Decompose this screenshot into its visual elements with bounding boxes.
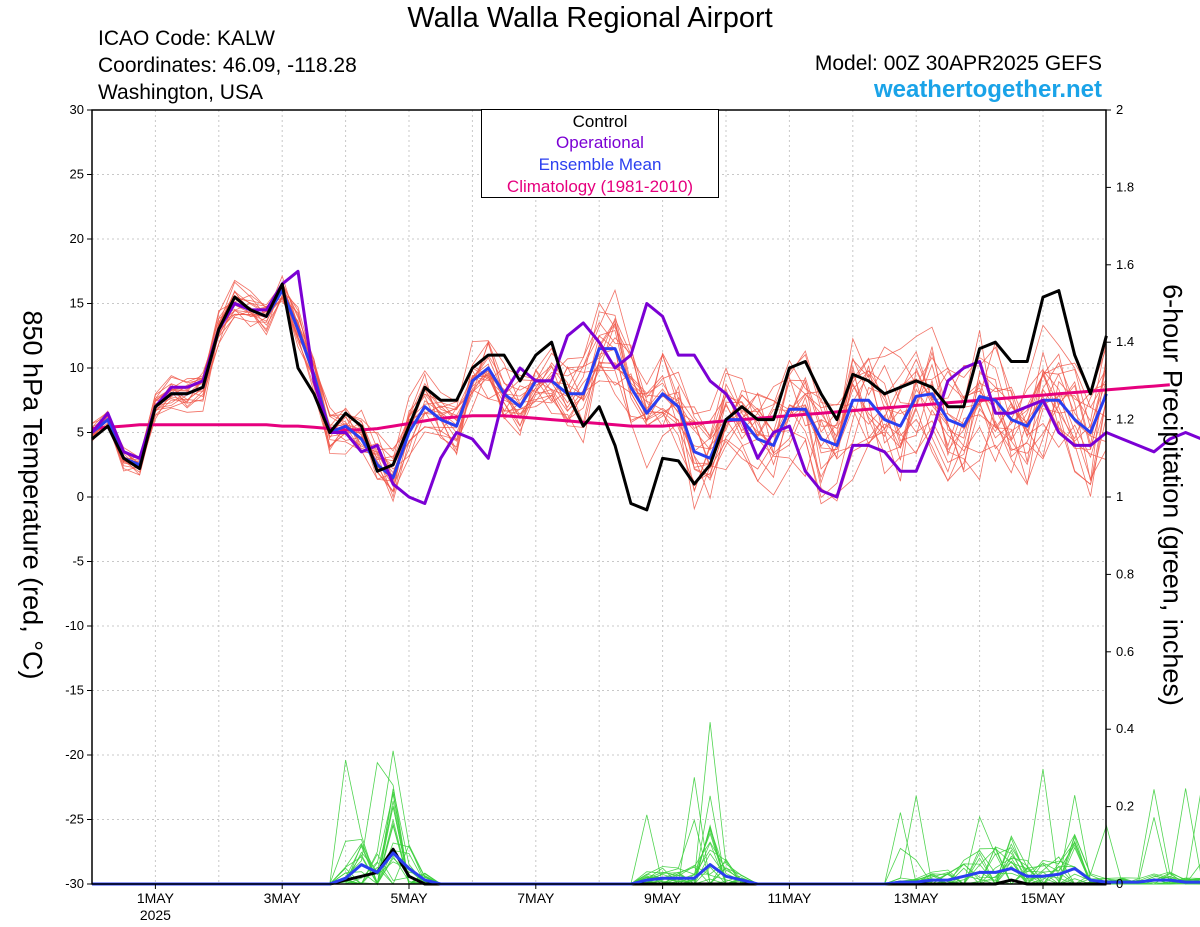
right-tick-label: 2 xyxy=(1116,102,1123,117)
precip-ensemble-members xyxy=(92,722,1200,886)
precip-member-line xyxy=(92,761,1200,885)
coordinates: Coordinates: 46.09, -118.28 xyxy=(98,54,357,77)
left-axis-title: 850 hPa Temperature (red, °C) xyxy=(17,310,48,680)
right-tick-label: 1.8 xyxy=(1116,179,1134,194)
temperature-member-line xyxy=(91,283,1107,486)
x-tick-label: 9MAY xyxy=(644,890,682,906)
legend-operational: Operational xyxy=(556,133,644,152)
right-tick-label: 1 xyxy=(1116,489,1123,504)
right-tick-label: 1.4 xyxy=(1116,334,1134,349)
x-tick-label: 13MAY xyxy=(894,890,940,906)
temperature-line-control xyxy=(91,282,1108,512)
x-tick-label: 3MAY xyxy=(264,890,302,906)
model-run: Model: 00Z 30APR2025 GEFS xyxy=(814,52,1102,75)
right-tick-label: 0.6 xyxy=(1116,644,1134,659)
location: Washington, USA xyxy=(98,81,263,104)
left-tick-label: 30 xyxy=(70,102,84,117)
x-tick-label: 15MAY xyxy=(1021,890,1067,906)
temperature-member-line xyxy=(91,297,1107,493)
left-tick-label: 25 xyxy=(70,167,84,182)
temperature-member-line xyxy=(91,294,1107,497)
precip-member-line xyxy=(92,759,1200,886)
precip-member-line xyxy=(92,768,1200,885)
x-tick-sublabel: 2025 xyxy=(140,907,171,923)
temperature-line-operational xyxy=(90,269,1200,505)
right-tick-label: 1.2 xyxy=(1116,412,1134,427)
legend-ensemble-mean: Ensemble Mean xyxy=(538,155,662,174)
x-tick-label: 1MAY xyxy=(137,890,175,906)
chart-legend: Control Operational Ensemble Mean Climat… xyxy=(481,109,719,198)
right-tick-label: 0.2 xyxy=(1116,799,1134,814)
page-title: Walla Walla Regional Airport xyxy=(407,2,773,34)
x-tick-label: 5MAY xyxy=(390,890,428,906)
left-tick-label: -30 xyxy=(65,876,84,891)
left-tick-label: -20 xyxy=(65,747,84,762)
main-series xyxy=(90,269,1200,886)
right-tick-label: 0.8 xyxy=(1116,566,1134,581)
precip-member-line xyxy=(92,722,1200,885)
left-tick-label: 20 xyxy=(70,231,84,246)
x-tick-label: 7MAY xyxy=(517,890,555,906)
right-tick-label: 0.4 xyxy=(1116,721,1134,736)
gridlines xyxy=(92,109,1106,885)
left-tick-label: 5 xyxy=(77,425,84,440)
x-tick-label: 11MAY xyxy=(767,890,811,906)
site-link[interactable]: weathertogether.net xyxy=(873,76,1102,103)
left-tick-label: -5 xyxy=(72,554,84,569)
left-tick-label: 0 xyxy=(77,489,84,504)
left-tick-label: -15 xyxy=(65,683,84,698)
left-axis-ticks: 30 25 20 15 10 5 0 -5 -10 -15 -20 -25 -30 xyxy=(65,102,92,891)
right-tick-label: 1.6 xyxy=(1116,257,1134,272)
right-axis-ticks: 2 1.8 1.6 1.4 1.2 1 0.8 0.6 0.4 0.2 0 xyxy=(1106,102,1134,891)
precip-member-line xyxy=(92,795,1200,885)
precip-member-line xyxy=(92,793,1200,885)
temperature-member-line xyxy=(91,286,1107,499)
legend-control: Control xyxy=(572,112,628,131)
legend-climatology: Climatology (1981-2010) xyxy=(506,177,694,196)
left-tick-label: 10 xyxy=(70,360,84,375)
right-axis-title: 6-hour Precipitation (green, inches) xyxy=(1157,284,1188,706)
left-tick-label: -25 xyxy=(65,812,84,827)
left-tick-label: -10 xyxy=(65,618,84,633)
left-tick-label: 15 xyxy=(70,296,84,311)
right-tick-label: 0 xyxy=(1116,876,1123,891)
icao-code: ICAO Code: KALW xyxy=(98,27,276,50)
temperature-member-line xyxy=(91,295,1107,502)
